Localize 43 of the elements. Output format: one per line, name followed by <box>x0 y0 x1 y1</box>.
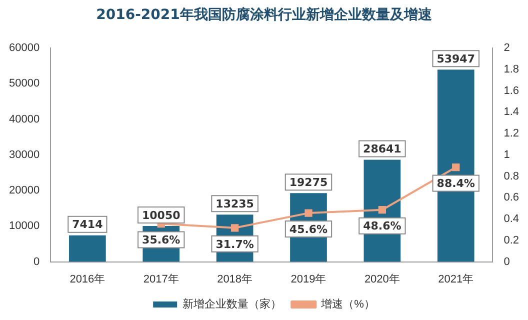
y2-tick-label: 0.4 <box>504 213 520 226</box>
legend-label: 增速（%） <box>320 298 375 311</box>
y2-tick-label: 1.4 <box>504 106 520 118</box>
point <box>304 209 312 217</box>
data-label: 28641 <box>363 142 402 156</box>
data-label: 35.6% <box>142 234 180 247</box>
y-tick-label: 30000 <box>8 148 40 161</box>
y2-tick-label: 0 <box>504 256 510 268</box>
y2-tick-label: 1.2 <box>504 128 520 140</box>
data-label: 7414 <box>72 218 104 232</box>
data-label: 13235 <box>216 198 254 210</box>
x-tick-label: 2019年 <box>290 273 326 286</box>
y2-tick-label: 0.6 <box>504 192 520 204</box>
y2-tick-label: 0.2 <box>504 234 520 246</box>
data-label: 31.7% <box>216 238 254 251</box>
x-tick-label: 2016年 <box>70 273 106 286</box>
data-label: 88.4% <box>436 177 475 190</box>
y-tick-label: 20000 <box>8 184 40 197</box>
data-label: 45.6% <box>289 222 328 236</box>
y-tick-label: 0 <box>33 256 40 268</box>
chart-title: 2016-2021年我国防腐涂料行业新增企业数量及增速 <box>95 6 433 24</box>
data-label: 10050 <box>142 208 181 222</box>
y2-tick-label: 0.8 <box>504 170 520 182</box>
point <box>452 163 460 172</box>
y2-tick-label: 1.8 <box>504 63 520 76</box>
y-tick-label: 60000 <box>8 42 40 54</box>
y-tick-label: 40000 <box>8 113 40 126</box>
y2-tick-label: 2 <box>504 42 510 54</box>
data-label: 53947 <box>436 52 476 66</box>
x-tick-label: 2020年 <box>364 273 400 286</box>
x-tick-label: 2021年 <box>438 273 474 286</box>
y2-tick-label: 1.6 <box>504 84 520 97</box>
y2-tick-label: 1 <box>504 148 510 161</box>
legend-label: 新增企业数量（家） <box>182 298 282 311</box>
point <box>230 224 239 232</box>
x-tick-label: 2017年 <box>143 273 179 286</box>
bar <box>69 235 106 262</box>
y-tick-label: 50000 <box>8 78 40 90</box>
y-tick-label: 10000 <box>8 220 40 232</box>
data-label: 48.6% <box>363 220 402 233</box>
x-tick-label: 2018年 <box>217 273 253 286</box>
data-label: 19275 <box>289 176 328 189</box>
point <box>378 206 386 214</box>
